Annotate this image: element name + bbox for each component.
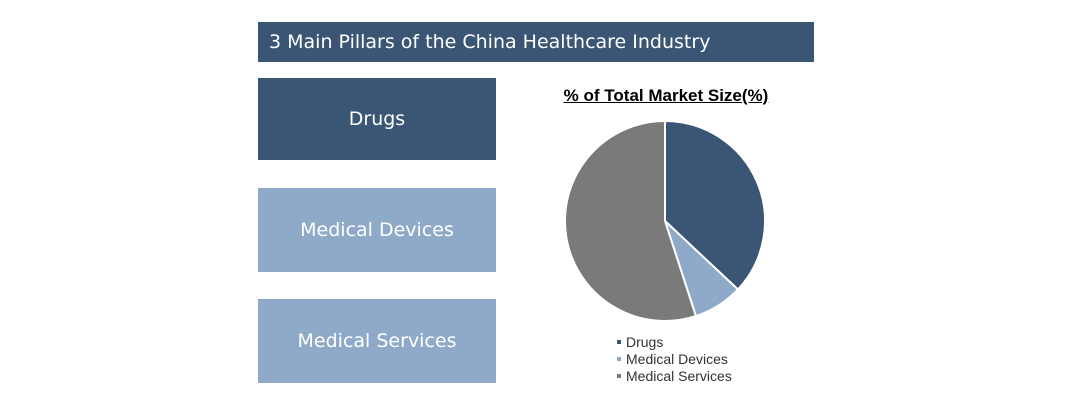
legend-swatch-drugs — [617, 339, 621, 344]
pillar-medical-devices: Medical Devices — [258, 188, 496, 272]
legend-swatch-medical-devices — [617, 356, 621, 361]
legend-item-medical-devices: Medical Devices — [617, 350, 732, 367]
chart-title: % of Total Market Size(%) — [563, 86, 769, 105]
legend-label-drugs: Drugs — [626, 333, 664, 350]
legend-swatch-medical-services — [617, 373, 621, 378]
pie-slice-drugs — [664, 119, 766, 291]
legend-label-medical-devices: Medical Devices — [626, 350, 728, 367]
legend-label-medical-services: Medical Services — [626, 367, 732, 384]
pillar-drugs: Drugs — [258, 78, 496, 160]
pie-chart — [564, 119, 766, 322]
legend-item-drugs: Drugs — [617, 333, 732, 350]
page-title: 3 Main Pillars of the China Healthcare I… — [258, 22, 814, 62]
pillar-medical-services: Medical Services — [258, 299, 496, 383]
pie-slice-medical-services — [564, 119, 698, 322]
chart-legend: Drugs Medical Devices Medical Services — [617, 333, 732, 384]
legend-item-medical-services: Medical Services — [617, 367, 732, 384]
